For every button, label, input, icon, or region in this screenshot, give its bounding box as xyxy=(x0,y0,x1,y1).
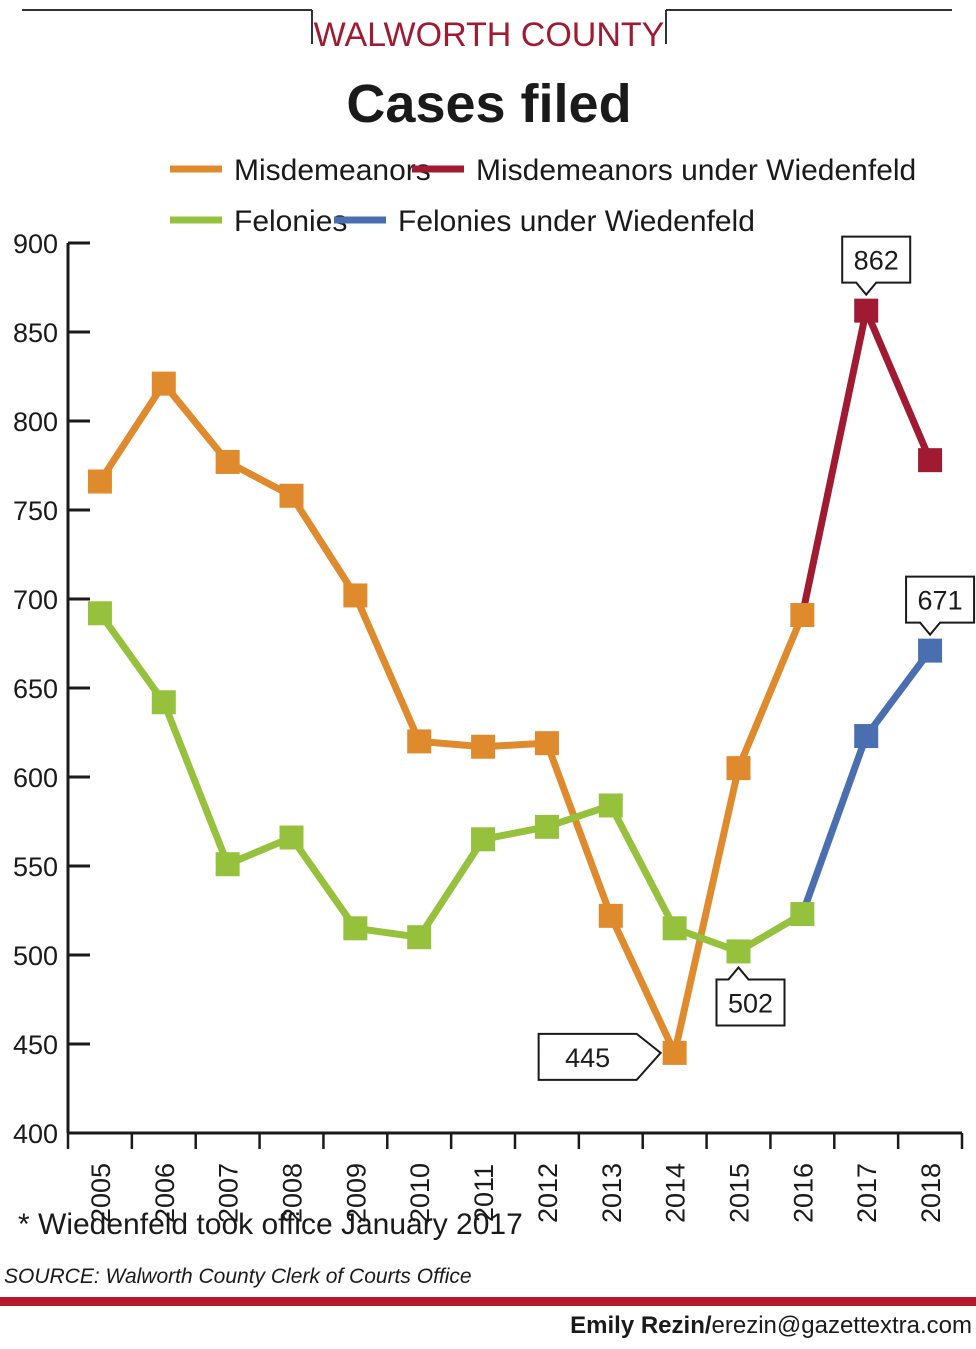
data-point xyxy=(662,1040,687,1065)
x-tick-label: 2010 xyxy=(405,1163,435,1223)
cases-filed-chart: WALWORTH COUNTY Cases filed Misdemeanors… xyxy=(13,9,976,1223)
data-point xyxy=(279,483,304,508)
data-point xyxy=(918,448,943,473)
credit-name: Emily Rezin/ xyxy=(570,1312,712,1339)
data-point xyxy=(151,690,176,715)
data-point xyxy=(918,638,943,663)
y-tick-label: 450 xyxy=(13,1030,58,1060)
series-line-0 xyxy=(96,380,806,1057)
y-tick-label: 900 xyxy=(13,229,58,259)
x-tick-label: 2014 xyxy=(661,1163,691,1223)
data-point xyxy=(407,729,432,754)
footer-rule xyxy=(0,1297,976,1306)
callout-label: 862 xyxy=(854,246,899,276)
y-tick-label: 650 xyxy=(13,674,58,704)
data-point xyxy=(726,756,751,781)
source-line: SOURCE: Walworth County Clerk of Courts … xyxy=(4,1265,472,1288)
legend-label: Misdemeanors under Wiedenfeld xyxy=(476,154,916,187)
data-point xyxy=(790,902,815,927)
y-tick-label: 550 xyxy=(13,852,58,882)
legend: Misdemeanors Misdemeanors under Wiedenfel… xyxy=(170,154,916,238)
data-point xyxy=(343,583,368,608)
y-tick-label: 800 xyxy=(13,407,58,437)
data-point xyxy=(726,939,751,964)
callout-box xyxy=(905,575,976,637)
axes: 900 850 800 750 700 650 600 550 500 450 400 2005 200… xyxy=(13,229,964,1223)
x-tick-label: 2009 xyxy=(341,1163,371,1223)
x-tick-label: 2015 xyxy=(725,1163,755,1223)
data-point xyxy=(471,827,496,852)
callout-label: 502 xyxy=(728,988,773,1018)
data-point xyxy=(343,916,368,941)
y-tick-label: 750 xyxy=(13,496,58,526)
footnote: * Wiedenfeld took office January 2017 xyxy=(18,1208,523,1241)
callouts: 862 671 445 502 xyxy=(537,235,976,1081)
header: WALWORTH COUNTY Cases filed xyxy=(22,9,952,134)
legend-label: Felonies xyxy=(234,205,347,238)
y-tick-label: 600 xyxy=(13,763,58,793)
x-tick-label: 2007 xyxy=(214,1163,244,1223)
x-tick-label: 2013 xyxy=(597,1163,627,1223)
y-tick-label: 700 xyxy=(13,585,58,615)
data-point xyxy=(534,731,559,756)
x-tick-label: 2005 xyxy=(86,1163,116,1223)
x-tick-label: 2011 xyxy=(469,1164,499,1222)
series-line-1 xyxy=(798,307,934,616)
data-point xyxy=(662,916,687,941)
data-point xyxy=(534,814,559,839)
data-point xyxy=(854,724,879,749)
data-point xyxy=(598,793,623,818)
credit: Emily Rezin/erezin@gazettextra.com xyxy=(570,1312,972,1340)
series-line-3 xyxy=(799,648,933,916)
data-point xyxy=(215,449,240,474)
header-kicker: WALWORTH COUNTY xyxy=(314,16,665,54)
legend-label: Felonies under Wiedenfeld xyxy=(398,205,755,238)
callout-label: 671 xyxy=(918,586,963,616)
data-point xyxy=(854,298,879,323)
y-tick-label: 500 xyxy=(13,941,58,971)
data-point xyxy=(151,371,176,396)
callout-box xyxy=(715,965,786,1027)
data-point xyxy=(215,852,240,877)
callout-box xyxy=(537,1032,663,1081)
data-point xyxy=(790,603,815,628)
data-point xyxy=(598,903,623,928)
credit-email: erezin@gazettextra.com xyxy=(711,1312,972,1339)
data-point xyxy=(471,734,496,759)
chart-title: Cases filed xyxy=(346,74,631,134)
callout-box xyxy=(841,235,912,297)
callout-label: 445 xyxy=(565,1043,610,1073)
x-tick-label: 2016 xyxy=(788,1163,818,1223)
x-tick-label: 2006 xyxy=(150,1163,180,1223)
y-tick-label: 850 xyxy=(13,318,58,348)
x-tick-label: 2008 xyxy=(278,1163,308,1223)
y-tick-label: 400 xyxy=(13,1119,58,1149)
x-tick-label: 2017 xyxy=(852,1163,882,1223)
data-point xyxy=(279,825,304,850)
x-tick-label: 2018 xyxy=(916,1163,946,1223)
series-lines xyxy=(96,307,934,1057)
x-tick-label: 2012 xyxy=(533,1163,563,1223)
legend-label: Misdemeanors xyxy=(234,154,431,187)
data-point xyxy=(407,925,432,950)
data-point xyxy=(87,601,112,626)
series-markers xyxy=(87,298,943,1065)
data-point xyxy=(87,469,112,494)
series-line-2 xyxy=(97,611,805,955)
